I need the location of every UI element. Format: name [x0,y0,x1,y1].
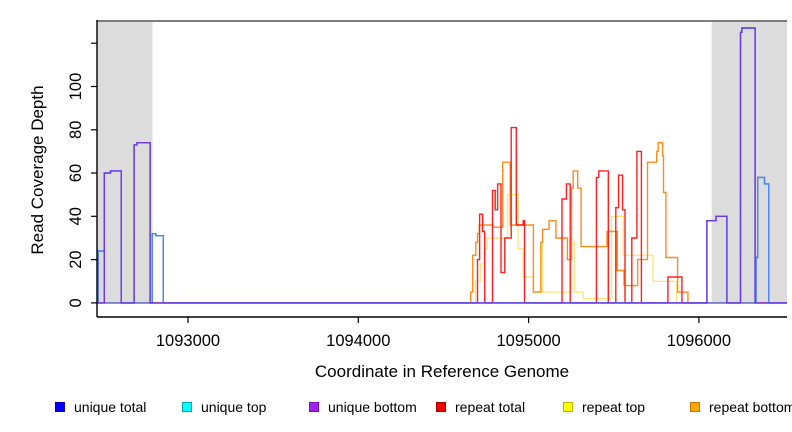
legend-item-repeat-total: repeat total [436,397,525,417]
svg-text:100: 100 [67,73,85,101]
svg-text:20: 20 [67,250,85,268]
svg-text:80: 80 [67,121,85,139]
y-axis-title: Read Coverage Depth [28,85,47,255]
legend: unique total unique top unique bottom re… [0,397,792,421]
legend-item-repeat-top: repeat top [563,397,645,417]
svg-text:40: 40 [67,207,85,225]
svg-text:0: 0 [67,298,85,307]
repeat-total-swatch-icon [436,402,446,412]
legend-item-repeat-bottom: repeat bottom [690,397,792,417]
unique-top-swatch-icon [182,402,192,412]
legend-item-unique-top: unique top [182,397,266,417]
svg-text:1093000: 1093000 [156,332,220,350]
x-axis-title: Coordinate in Reference Genome [314,362,570,381]
legend-item-unique-total: unique total [55,397,146,417]
svg-text:1095000: 1095000 [496,332,560,350]
svg-text:60: 60 [67,164,85,182]
svg-text:1096000: 1096000 [667,332,731,350]
repeat-top-swatch-icon [563,402,573,412]
legend-item-unique-bottom: unique bottom [309,397,417,417]
unique-total-swatch-icon [55,402,65,412]
unique-bottom-swatch-icon [309,402,319,412]
svg-text:1094000: 1094000 [326,332,390,350]
repeat-bottom-swatch-icon [690,402,700,412]
